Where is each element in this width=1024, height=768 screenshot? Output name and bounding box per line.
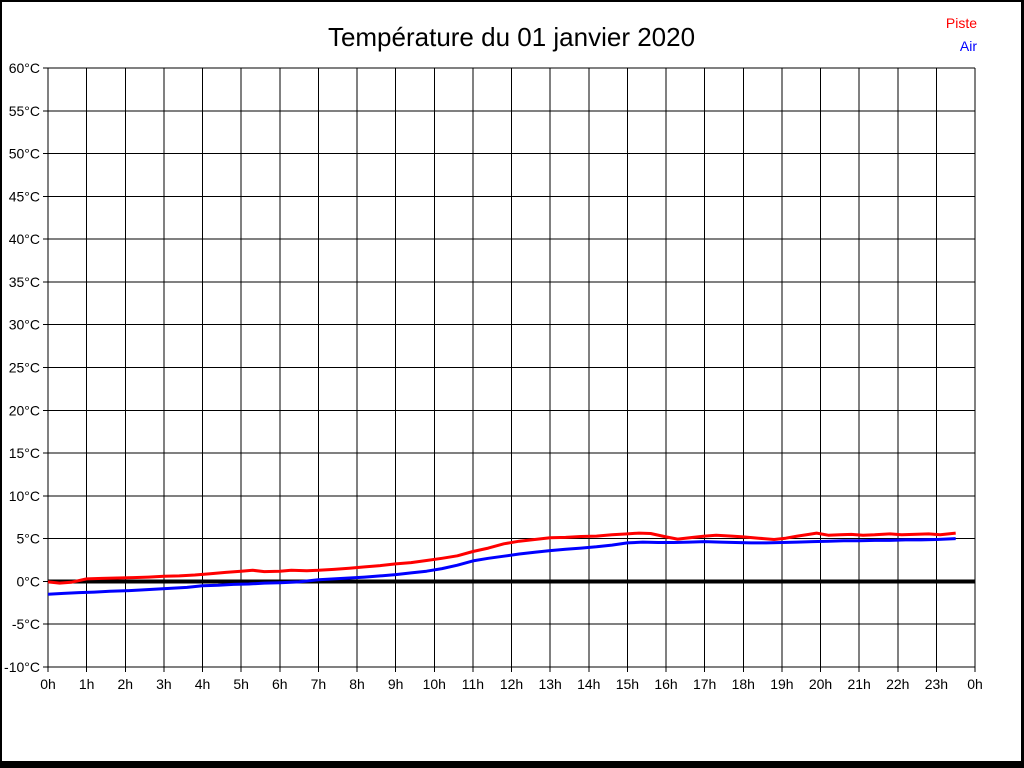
x-tick-label: 10h <box>423 676 446 692</box>
legend-item-air: Air <box>959 38 977 54</box>
y-tick-label: 50°C <box>9 146 40 162</box>
x-tick-label: 2h <box>117 676 133 692</box>
x-tick-label: 15h <box>616 676 639 692</box>
x-tick-label: 8h <box>349 676 365 692</box>
x-tick-label: 3h <box>156 676 172 692</box>
y-tick-label: -5°C <box>12 616 40 632</box>
x-tick-label: 9h <box>388 676 404 692</box>
x-tick-label: 19h <box>770 676 793 692</box>
x-tick-label: 21h <box>847 676 870 692</box>
x-tick-label: 18h <box>732 676 755 692</box>
y-tick-label: 55°C <box>9 103 40 119</box>
x-tick-label: 17h <box>693 676 716 692</box>
x-tick-label: 20h <box>809 676 832 692</box>
x-tick-label: 12h <box>500 676 523 692</box>
legend: Piste Air <box>946 12 977 58</box>
y-tick-label: 40°C <box>9 231 40 247</box>
series-line-air <box>47 537 956 596</box>
x-tick-label: 0h <box>40 676 56 692</box>
y-tick-label: 0°C <box>17 573 41 589</box>
y-tick-label: 10°C <box>9 488 40 504</box>
x-tick-label: 11h <box>462 676 484 692</box>
x-tick-label: 6h <box>272 676 288 692</box>
x-tick-label: 4h <box>195 676 211 692</box>
x-tick-label: 22h <box>886 676 909 692</box>
x-tick-label: 23h <box>925 676 948 692</box>
x-tick-label: 1h <box>79 676 95 692</box>
y-tick-label: -10°C <box>4 659 40 675</box>
x-tick-label: 16h <box>654 676 677 692</box>
y-tick-label: 30°C <box>9 317 40 333</box>
x-tick-label: 5h <box>233 676 249 692</box>
series-line-piste <box>47 531 956 585</box>
x-tick-label: 13h <box>538 676 561 692</box>
x-tick-label: 14h <box>577 676 600 692</box>
chart-title: Température du 01 janvier 2020 <box>327 22 696 52</box>
x-tick-label: 0h <box>967 676 983 692</box>
y-tick-label: 25°C <box>9 360 40 376</box>
x-tick-label: 7h <box>311 676 327 692</box>
y-tick-label: 5°C <box>17 531 41 547</box>
legend-item-piste: Piste <box>945 15 977 31</box>
y-tick-label: 15°C <box>9 445 40 461</box>
y-tick-label: 45°C <box>9 188 40 204</box>
y-tick-label: 35°C <box>9 274 40 290</box>
y-tick-label: 60°C <box>9 60 40 76</box>
y-tick-label: 20°C <box>9 402 40 418</box>
